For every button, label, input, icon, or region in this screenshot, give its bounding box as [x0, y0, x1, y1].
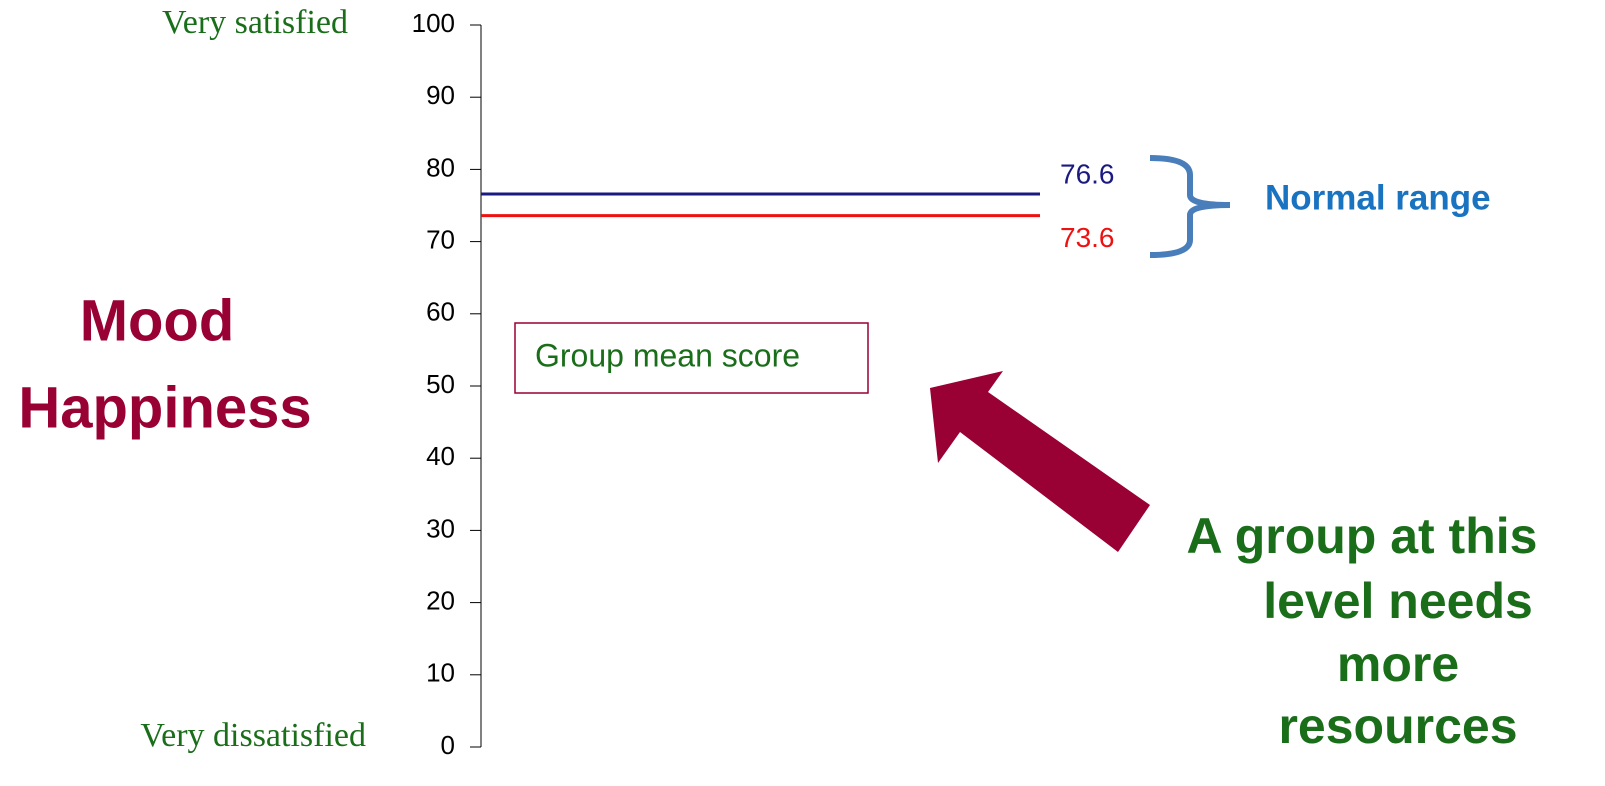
arrow [930, 371, 1150, 552]
callout-line: resources [1278, 698, 1517, 754]
y-axis-label: Mood [80, 288, 235, 353]
value-label: 73.6 [1060, 222, 1115, 253]
callout-line: more [1337, 636, 1459, 692]
y-tick-label: 100 [412, 8, 455, 38]
y-tick-label: 60 [426, 297, 455, 327]
y-axis-label: Happiness [18, 375, 311, 440]
range-label: Normal range [1265, 178, 1491, 217]
box [514, 322, 869, 394]
bottom-label: Very dissatisfied [140, 717, 366, 754]
y-tick-label: 50 [426, 369, 455, 399]
y-tick-label: 0 [441, 730, 455, 760]
y-tick-label: 70 [426, 224, 455, 254]
callout-line: level needs [1263, 573, 1533, 629]
box-label: Group mean score [535, 337, 800, 373]
y-tick-label: 10 [426, 658, 455, 688]
y-tick-label: 90 [426, 80, 455, 110]
y-tick-label: 30 [426, 513, 455, 543]
top-label: Very satisfied [162, 4, 348, 41]
callout: A group at this level needs more resources [1187, 508, 1538, 754]
y-tick-label: 20 [426, 585, 455, 615]
callout-line: A group at this [1187, 508, 1538, 564]
brace [1149, 155, 1231, 258]
y-tick-label: 80 [426, 152, 455, 182]
y-tick-label: 40 [426, 441, 455, 471]
value-label: 76.6 [1060, 158, 1115, 189]
